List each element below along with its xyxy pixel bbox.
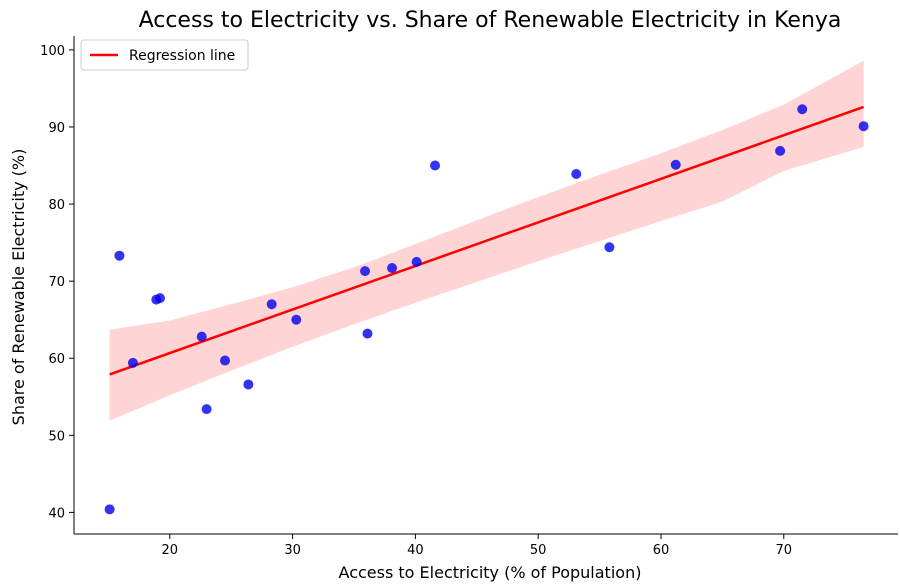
data-point-22 — [858, 121, 869, 132]
x-tick-label-40: 40 — [407, 543, 424, 558]
data-point-3 — [127, 357, 138, 368]
data-point-2 — [114, 250, 125, 261]
data-point-19 — [670, 159, 681, 170]
data-point-12 — [360, 266, 371, 277]
y-tick-label-80: 80 — [48, 198, 65, 213]
y-tick-label-100: 100 — [40, 44, 65, 59]
data-point-1 — [104, 504, 115, 515]
x-tick-label-30: 30 — [284, 543, 301, 558]
y-tick-label-40: 40 — [48, 506, 65, 521]
data-point-11 — [291, 314, 302, 325]
data-point-20 — [775, 145, 786, 156]
legend-box — [80, 39, 249, 71]
data-point-9 — [243, 379, 254, 390]
legend-label-regression-line: Regression line — [129, 48, 235, 64]
data-point-7 — [201, 404, 212, 415]
x-axis-title: Access to Electricity (% of Population) — [339, 563, 642, 582]
data-point-8 — [220, 355, 231, 366]
data-point-6 — [196, 331, 207, 342]
x-tick-label-70: 70 — [776, 543, 793, 558]
data-point-13 — [362, 328, 373, 339]
data-point-18 — [604, 242, 615, 253]
y-tick-label-70: 70 — [48, 275, 65, 290]
y-axis-title: Share of Renewable Electricity (%) — [9, 149, 28, 426]
regression-line — [109, 105, 865, 376]
x-tick-label-20: 20 — [162, 543, 179, 558]
x-tick-label-60: 60 — [653, 543, 670, 558]
y-tick-label-90: 90 — [48, 121, 65, 136]
data-point-21 — [797, 104, 808, 115]
data-point-17 — [571, 168, 582, 179]
data-point-5 — [154, 293, 165, 304]
x-tick-label-50: 50 — [530, 543, 547, 558]
data-point-15 — [411, 256, 422, 267]
data-point-16 — [430, 160, 441, 171]
legend: Regression line — [80, 39, 249, 71]
data-point-14 — [387, 263, 398, 274]
plot-area: 20 30 40 50 60 70 40 50 60 70 80 90 100 — [40, 36, 898, 558]
data-point-10 — [266, 299, 277, 310]
chart-title: Access to Electricity vs. Share of Renew… — [139, 8, 842, 33]
y-tick-label-60: 60 — [48, 352, 65, 367]
y-tick-label-50: 50 — [48, 429, 65, 444]
